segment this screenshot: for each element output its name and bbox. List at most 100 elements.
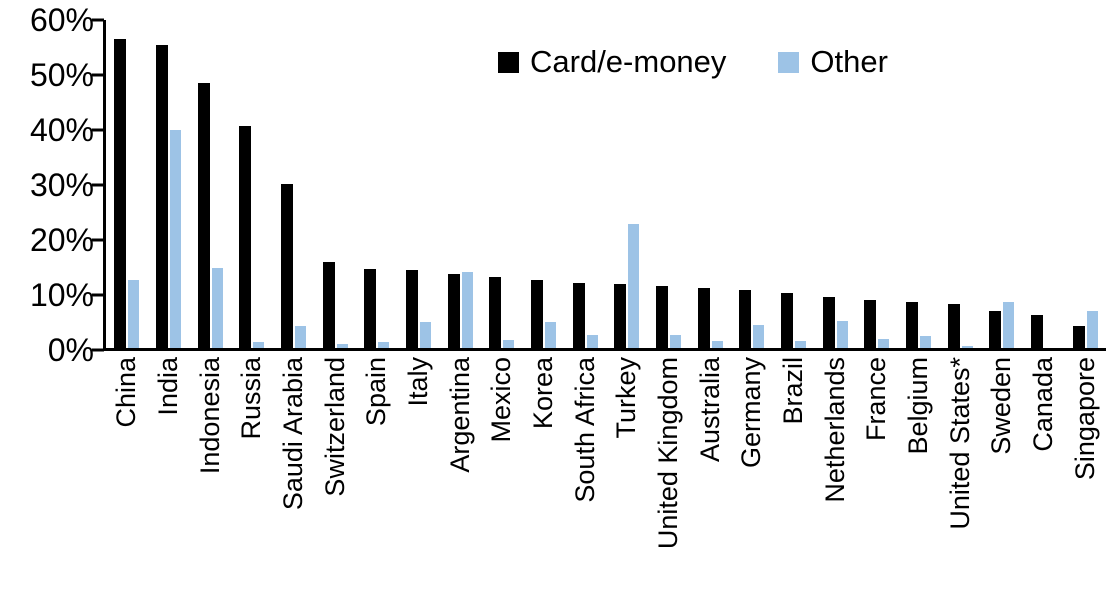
bar-other (670, 335, 682, 348)
x-axis-label: Saudi Arabia (278, 357, 309, 511)
x-axis-label: China (111, 357, 142, 428)
bar-card-e-money (572, 283, 585, 348)
x-axis-label: Italy (403, 357, 434, 407)
x-axis-label: Indonesia (194, 357, 225, 475)
bars-container (106, 20, 1106, 348)
y-axis-tick-label: 10% (29, 277, 94, 313)
bar-group (439, 20, 481, 348)
bar-group (1023, 20, 1065, 348)
bar-card-e-money (1031, 315, 1044, 348)
x-axis-label-cell: Italy (398, 357, 440, 587)
legend-swatch-card-e-money (498, 51, 519, 73)
legend-label-other: Other (810, 44, 888, 79)
bar-other (753, 325, 765, 348)
y-axis-tick-mark (92, 348, 104, 352)
bar-group (1064, 20, 1106, 348)
x-axis-label: Spain (361, 357, 392, 427)
bar-card-e-money (947, 304, 960, 348)
x-axis-label-cell: Singapore (1064, 357, 1106, 587)
bar-other (461, 272, 473, 348)
x-axis-label: Sweden (986, 357, 1017, 455)
y-axis-tick-label: 0% (47, 332, 94, 368)
x-axis-label: Canada (1028, 357, 1059, 452)
x-axis-label-cell: Germany (731, 357, 773, 587)
x-axis-label-cell: United Kingdom (648, 357, 690, 587)
x-axis-label: Singapore (1069, 357, 1100, 481)
bar-group (523, 20, 565, 348)
x-axis-label: Germany (736, 357, 767, 469)
y-axis-tick-label: 60% (29, 2, 94, 38)
y-axis-tick-label: 50% (29, 57, 94, 93)
bar-other (295, 326, 307, 348)
bar-group (856, 20, 898, 348)
y-axis-tick-mark (92, 238, 104, 242)
y-axis-tick-mark (92, 293, 104, 297)
bar-group (981, 20, 1023, 348)
bar-other (503, 340, 515, 348)
bar-group (814, 20, 856, 348)
bar-group (564, 20, 606, 348)
y-axis-tick-mark (92, 128, 104, 132)
x-axis-label-cell: India (148, 357, 190, 587)
bar-group (773, 20, 815, 348)
bar-group (731, 20, 773, 348)
bar-group (606, 20, 648, 348)
x-axis-label-cell: Brazil (773, 357, 815, 587)
bar-card-e-money (1072, 326, 1085, 348)
bar-other (420, 322, 432, 348)
y-axis-line (103, 20, 106, 351)
y-axis-tick-label: 40% (29, 112, 94, 148)
bar-card-e-money (864, 300, 877, 348)
x-axis-label-cell: Netherlands (814, 357, 856, 587)
bar-group (189, 20, 231, 348)
bar-card-e-money (322, 262, 335, 348)
bar-other (378, 342, 390, 348)
bar-other (545, 322, 557, 348)
bar-card-e-money (739, 290, 752, 348)
bar-other (336, 344, 348, 348)
bar-other (586, 335, 598, 348)
bar-group (106, 20, 148, 348)
x-axis-label: Argentina (444, 357, 475, 473)
bar-other (1003, 302, 1015, 348)
x-axis-label: Mexico (486, 357, 517, 443)
bar-group (689, 20, 731, 348)
x-axis-label-cell: Spain (356, 357, 398, 587)
bar-group (356, 20, 398, 348)
bar-other (211, 268, 223, 348)
legend-label-card-e-money: Card/e-money (530, 44, 727, 79)
bar-other (253, 342, 265, 348)
x-axis-label: Turkey (611, 357, 642, 439)
bar-group (481, 20, 523, 348)
bar-card-e-money (489, 277, 502, 348)
y-axis-tick-mark (92, 73, 104, 77)
y-axis-tick-mark (92, 183, 104, 187)
bar-group (314, 20, 356, 348)
bar-other (920, 336, 932, 348)
bar-group (398, 20, 440, 348)
bar-card-e-money (822, 297, 835, 348)
bar-card-e-money (614, 284, 627, 348)
x-axis-label: Russia (236, 357, 267, 440)
x-axis-labels: China India Indonesia Russia Saudi Arabia Swi… (106, 357, 1106, 587)
x-axis-label-cell: Saudi Arabia (273, 357, 315, 587)
x-axis-label: Australia (694, 357, 725, 463)
bar-card-e-money (697, 288, 710, 348)
x-axis-label: France (861, 357, 892, 442)
x-axis-label-cell: Switzerland (314, 357, 356, 587)
x-axis-label-cell: China (106, 357, 148, 587)
x-axis-label: South Africa (569, 357, 600, 503)
bar-card-e-money (781, 293, 794, 348)
x-axis-label: Switzerland (319, 357, 350, 497)
bar-group (939, 20, 981, 348)
x-axis-label-cell: South Africa (564, 357, 606, 587)
x-axis-label: United Kingdom (653, 357, 684, 550)
bar-card-e-money (906, 302, 919, 348)
bar-card-e-money (447, 274, 460, 348)
bar-group (231, 20, 273, 348)
bar-card-e-money (156, 45, 168, 348)
bar-other (961, 346, 973, 348)
bar-card-e-money (406, 270, 419, 348)
bar-other (878, 339, 890, 348)
x-axis-label: United States* (944, 357, 975, 530)
